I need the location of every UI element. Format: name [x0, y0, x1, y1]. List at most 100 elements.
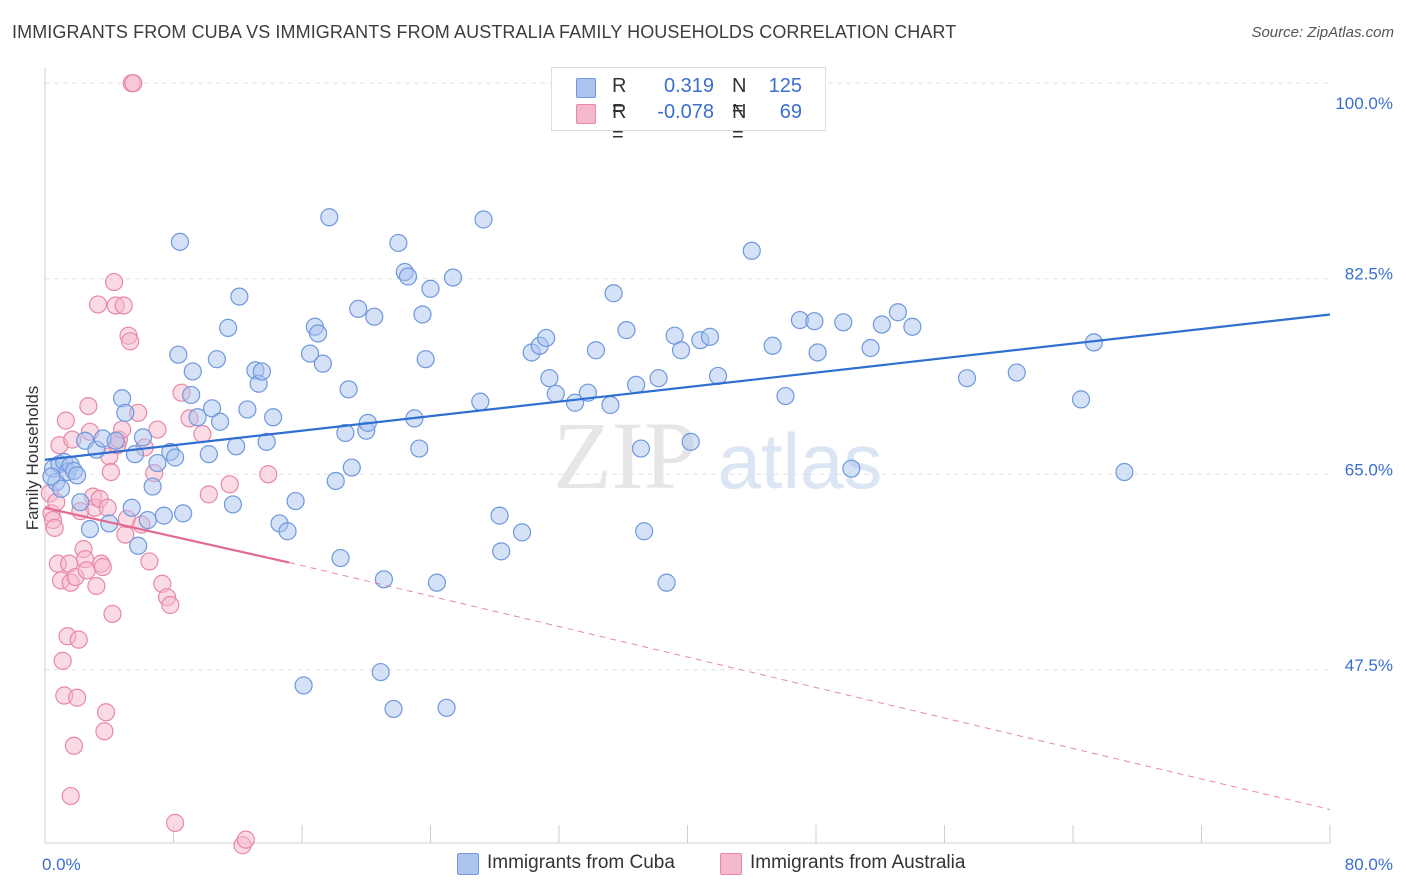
y-tick-label: 47.5% — [1345, 656, 1393, 675]
cuba-point — [174, 504, 193, 523]
cuba-point — [1071, 390, 1091, 409]
cuba-point — [122, 498, 141, 517]
cuba-point — [210, 412, 230, 431]
cuba-point — [219, 318, 238, 337]
cuba-point — [410, 439, 429, 458]
cuba-point — [957, 369, 977, 388]
cuba-point — [148, 453, 167, 473]
grid-lines — [45, 82, 1330, 671]
cuba-point — [413, 305, 432, 324]
australia-point — [95, 722, 114, 741]
cuba-point — [336, 423, 355, 443]
cuba-trend-line — [44, 313, 1331, 461]
cuba-point — [133, 428, 153, 447]
cuba-point — [474, 210, 493, 229]
australia-point — [148, 420, 167, 439]
cuba-point — [202, 399, 222, 418]
r-label: R = — [612, 101, 627, 146]
cuba-point — [71, 493, 90, 512]
australia-point — [69, 630, 88, 649]
tick-labels: 100.0% 82.5% 65.0% 47.5% 0.0% 80.0% — [42, 94, 1393, 874]
cuba-point — [872, 315, 891, 334]
cuba-point — [300, 344, 320, 363]
cuba-point — [183, 362, 202, 381]
trend-lines — [44, 313, 1331, 810]
chart-title: IMMIGRANTS FROM CUBA VS IMMIGRANTS FROM … — [12, 22, 957, 42]
cuba-point — [834, 313, 853, 332]
cuba-point — [286, 491, 305, 511]
australia-point — [114, 296, 133, 315]
cuba-point — [223, 495, 243, 514]
cuba-point — [671, 341, 691, 360]
cuba-point — [199, 445, 218, 464]
legend-label-cuba: Immigrants from Cuba — [487, 852, 675, 873]
australia-point — [56, 411, 75, 430]
australia-point — [161, 595, 180, 615]
cuba-point — [207, 350, 226, 369]
cuba-point — [617, 321, 636, 340]
n-label: N = — [732, 75, 747, 120]
cuba-point — [138, 510, 157, 530]
cuba-point — [331, 548, 350, 568]
cuba-point — [700, 327, 720, 346]
australia-point — [68, 688, 87, 707]
cuba-point — [252, 362, 271, 381]
cuba-point — [230, 287, 249, 306]
cuba-point — [861, 338, 880, 358]
australia-point — [121, 332, 140, 351]
cuba-point — [339, 380, 358, 399]
cuba-point — [374, 570, 394, 589]
cuba-point — [546, 384, 565, 403]
cuba-point — [808, 343, 827, 362]
cuba-point — [1115, 462, 1134, 482]
chart-source: Source: ZipAtlas.com — [1251, 24, 1394, 41]
r-label: R = — [612, 75, 627, 120]
cuba-point — [586, 341, 606, 360]
cuba-point — [320, 208, 339, 227]
cuba-point — [129, 536, 148, 555]
cuba-point — [349, 299, 368, 318]
australia-point — [259, 465, 278, 484]
cuba-point — [80, 519, 100, 539]
cuba-point — [154, 506, 173, 525]
cuba-point — [842, 459, 861, 478]
cuba-point — [427, 573, 447, 592]
cuba-point — [416, 350, 435, 369]
cuba-point — [631, 439, 651, 458]
cuba-point — [443, 268, 463, 287]
cuba-point — [389, 233, 408, 253]
cuba-point — [51, 479, 71, 498]
cuba-point — [326, 471, 345, 491]
australia-point — [96, 703, 116, 722]
cuba-point — [763, 336, 782, 355]
australia-point — [93, 557, 112, 577]
cuba-point — [681, 432, 700, 451]
cuba-point — [384, 699, 403, 719]
australia-point — [45, 518, 64, 537]
australia-point — [124, 74, 143, 93]
australia-trend-extension — [289, 562, 1331, 810]
cuba-point — [490, 506, 509, 525]
australia-point — [79, 397, 98, 416]
cuba-point — [166, 448, 185, 467]
australia-point — [193, 424, 212, 444]
cuba-point — [437, 698, 456, 717]
cuba-point — [143, 477, 162, 496]
cuba-point — [776, 386, 795, 406]
australia-point — [101, 462, 120, 482]
cuba-point — [106, 431, 125, 450]
cuba-point — [471, 392, 490, 411]
cuba-point — [238, 400, 257, 419]
cuba-point — [294, 676, 313, 695]
cuba-point — [805, 312, 824, 331]
cuba-point — [227, 437, 246, 456]
y-tick-label: 82.5% — [1345, 265, 1393, 284]
australia-swatch-icon — [576, 104, 596, 124]
cuba-point — [626, 375, 646, 394]
n-value: 125 — [768, 75, 802, 97]
x-tick-label: 80.0% — [1345, 855, 1393, 874]
australia-point — [88, 295, 108, 314]
watermark-atlas: atlas — [718, 417, 883, 505]
r-value: 0.319 — [663, 75, 714, 97]
